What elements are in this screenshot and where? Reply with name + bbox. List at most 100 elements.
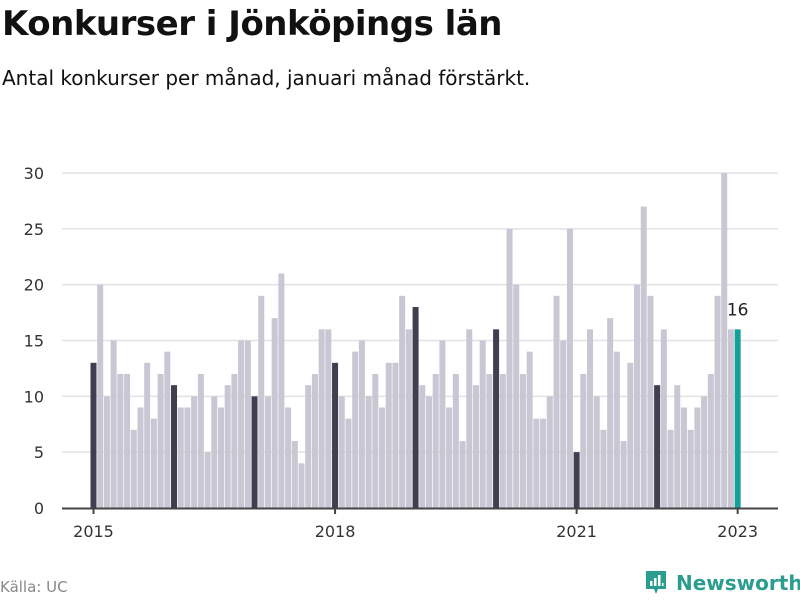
bar [191,396,198,508]
bar [634,284,641,508]
newsworthy-logo: Newsworthy [644,570,800,596]
bar [721,173,728,508]
bar [211,396,218,508]
bar [379,407,386,508]
bar-january [171,385,178,508]
bar [358,340,365,508]
y-tick-label: 5 [34,443,44,462]
bar [144,362,151,508]
bar [184,407,191,508]
bar [392,362,399,508]
bar [607,318,614,508]
bar-january [332,362,339,508]
bar [291,441,298,508]
bar [513,284,520,508]
bar [459,441,466,508]
bar [553,295,560,508]
bar [137,407,144,508]
bar [439,340,446,508]
bar [311,374,318,508]
bar [164,351,171,508]
bar [587,329,594,508]
bar [452,374,459,508]
x-tick-label: 2023 [717,522,758,541]
y-tick-label: 10 [24,387,44,406]
y-tick-label: 15 [24,332,44,351]
bar [687,429,694,508]
bar [365,396,372,508]
bar [613,351,620,508]
bar [519,374,526,508]
bar [667,429,674,508]
bar [103,396,110,508]
bar-january [493,329,500,508]
bar [694,407,701,508]
y-tick-label: 25 [24,220,44,239]
bar [117,374,124,508]
bar [318,329,325,508]
bar [372,374,379,508]
newsworthy-logo-icon [646,571,666,594]
bar [197,374,204,508]
x-tick-label: 2015 [73,522,114,541]
bar [701,396,708,508]
bar [419,385,426,508]
bar [285,407,292,508]
bar [258,295,265,508]
y-tick-label: 0 [34,499,44,518]
bar [238,340,245,508]
bar [97,284,104,508]
bar-january [412,307,419,508]
bar [647,295,654,508]
latest-value-label: 16 [727,300,749,320]
chart-subtitle: Antal konkurser per månad, januari månad… [2,66,531,90]
x-tick-label: 2018 [315,522,356,541]
bar [506,228,513,508]
bar [426,396,432,508]
bar [600,429,607,508]
bar [110,340,117,508]
chart-title: Konkurser i Jönköpings län [2,4,502,44]
bar [298,463,305,508]
bar [217,407,224,508]
y-tick-label: 30 [24,164,44,183]
bar-january [654,385,661,508]
bar [204,452,211,508]
y-tick-label: 20 [24,276,44,295]
bar [157,374,164,508]
bar-january [90,362,97,508]
bar [150,418,157,508]
x-tick-label: 2021 [556,522,597,541]
bar [432,374,439,508]
brand-name: Newsworthy [676,571,800,595]
bar [546,396,553,508]
bar [405,329,412,508]
bar [660,329,667,508]
bar-chart: 0 5 10 15 20 25 30 2015 2018 2021 2023 16 [0,150,800,550]
bar [560,340,567,508]
source-note: Källa: UC [0,578,68,596]
bar [472,385,479,508]
bar [680,407,687,508]
bar [714,295,721,508]
bar [177,407,184,508]
bar [707,374,714,508]
bar [526,351,533,508]
bar [627,362,634,508]
bar [325,329,332,508]
bar [446,407,453,508]
bar [271,318,278,508]
bar [640,206,647,508]
bar [674,385,681,508]
bar [244,340,251,508]
bar [278,273,285,508]
bar [224,385,231,508]
bar [486,374,493,508]
bar [593,396,600,508]
bar [352,351,359,508]
bar [399,295,406,508]
bar [305,385,312,508]
bar [338,396,345,508]
bar-january [251,396,258,508]
chart-canvas: 0 5 10 15 20 25 30 2015 2018 2021 2023 16 [24,164,778,541]
